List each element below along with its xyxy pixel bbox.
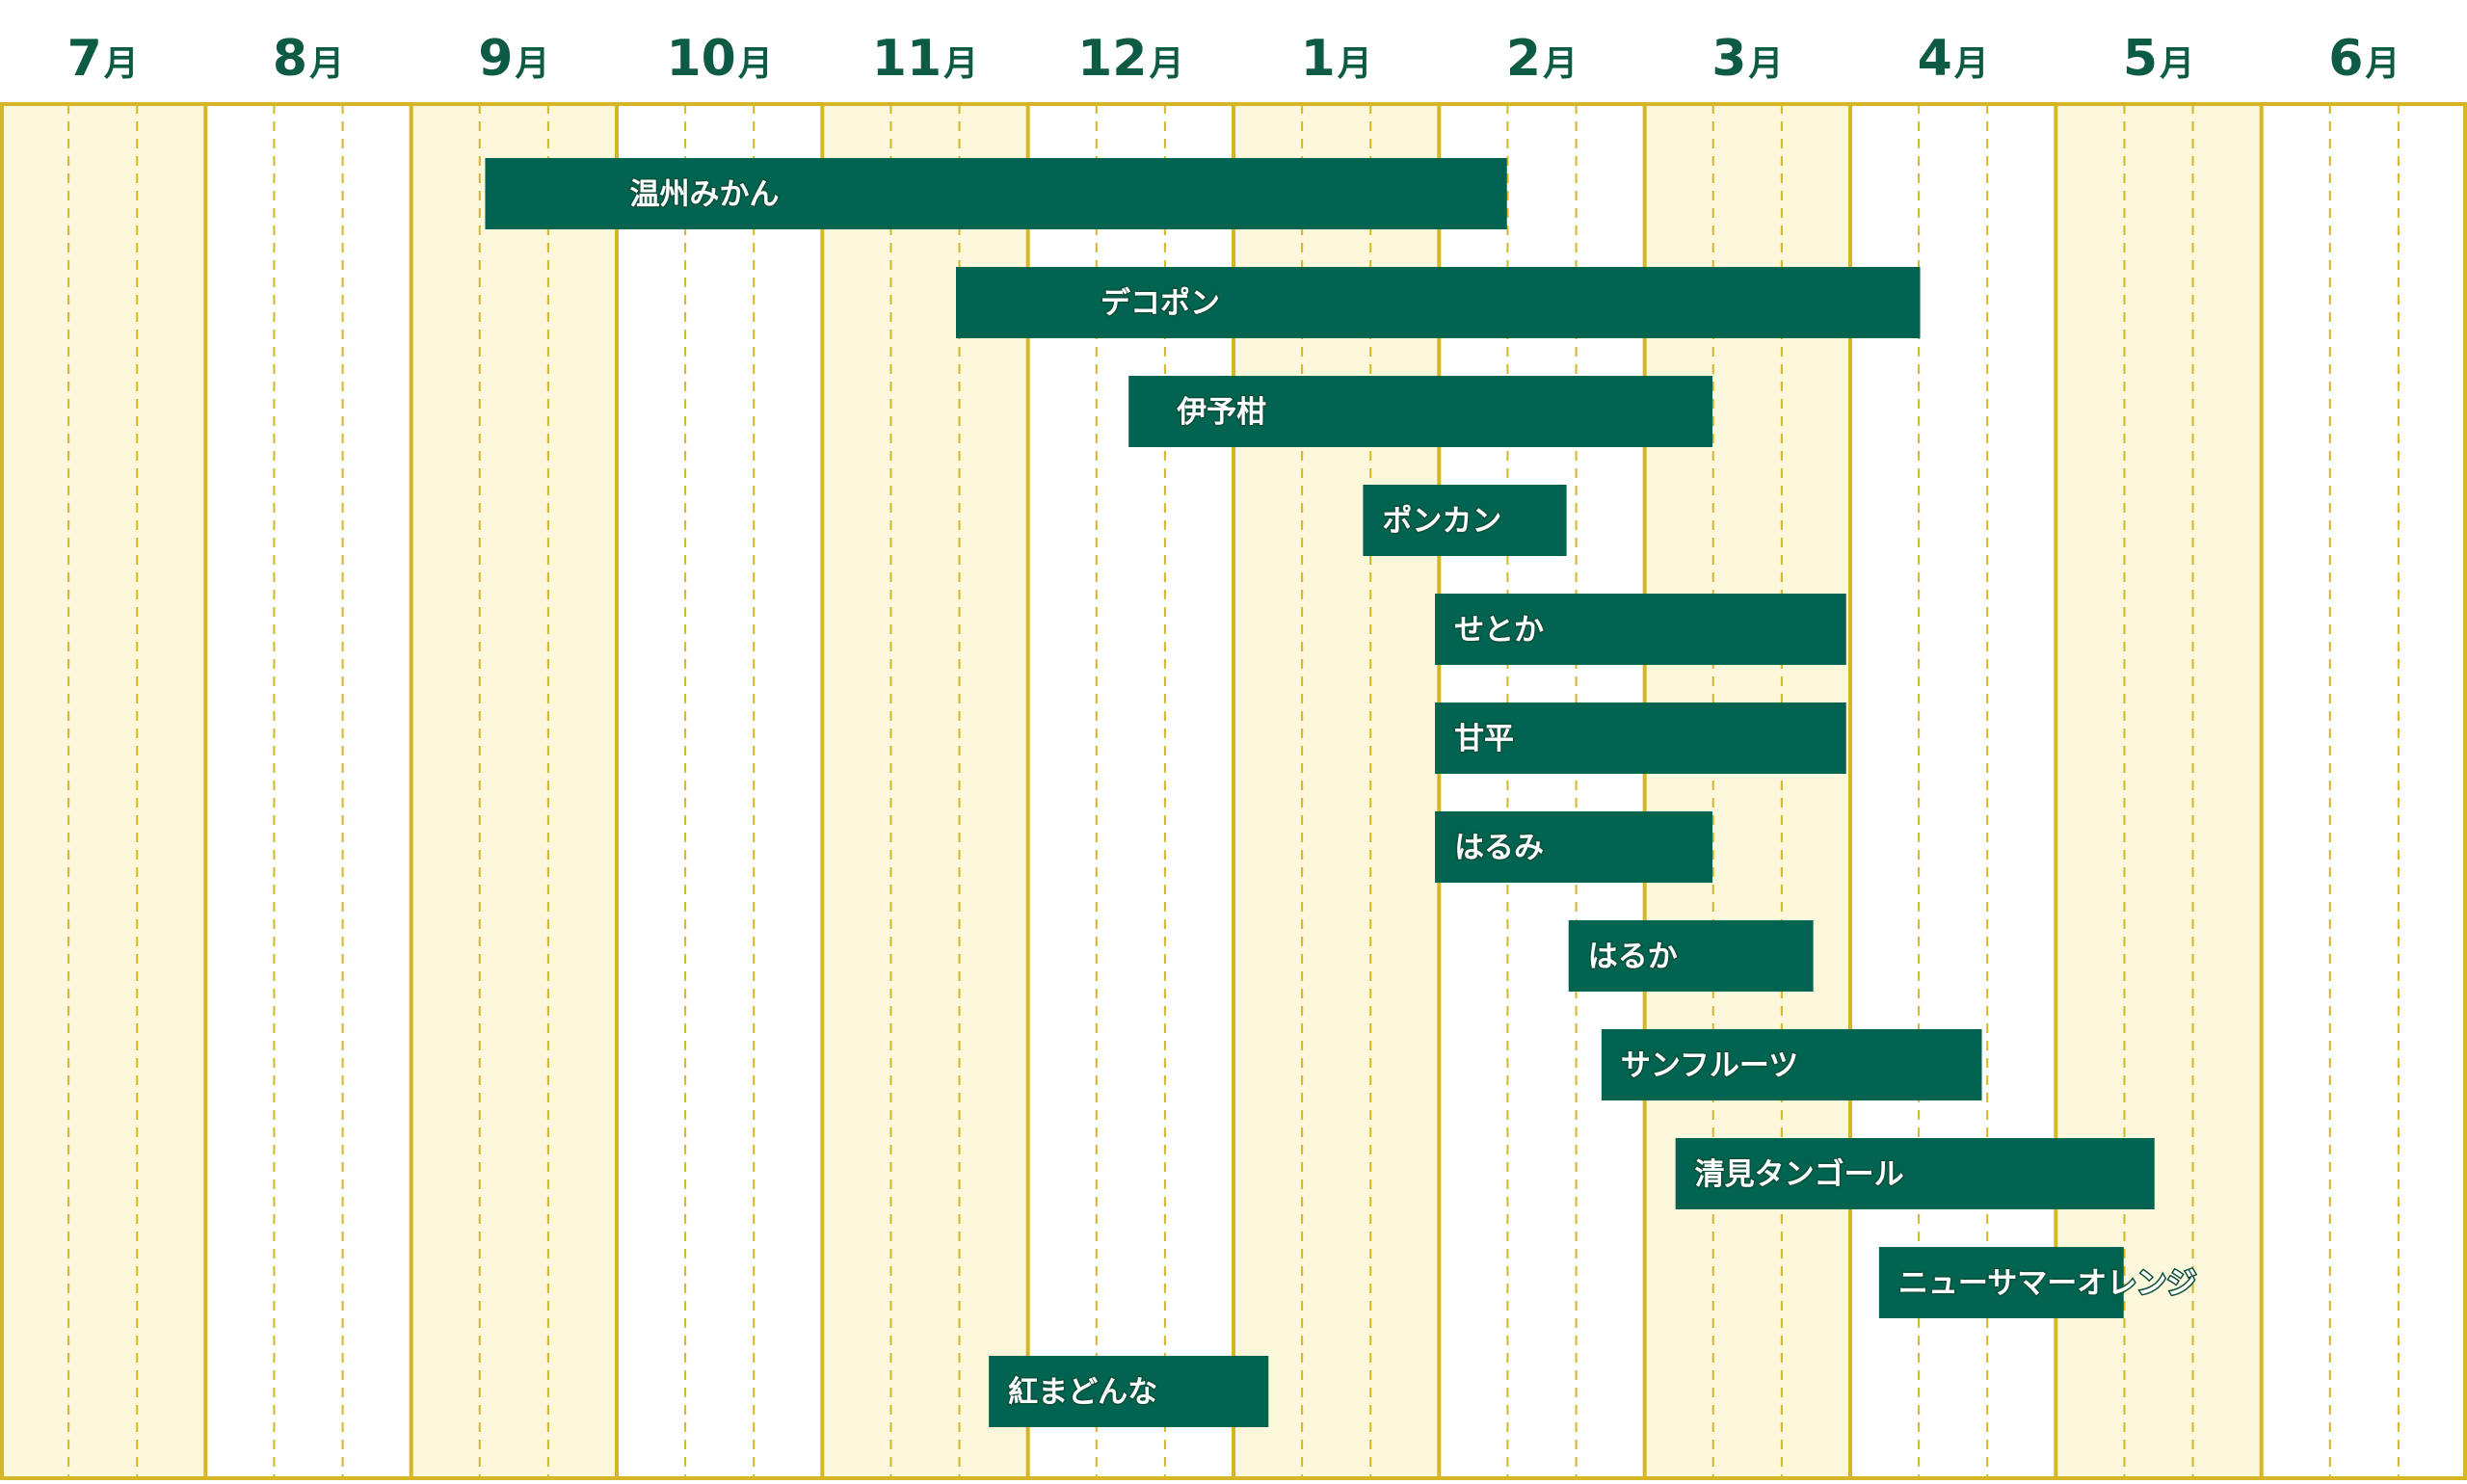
bars: 温州みかんデコポン伊予柑ポンカンせとか甘平はるみはるかサンフルーツ清見タンゴール… xyxy=(485,158,2198,1427)
month-label-unit: 月 xyxy=(943,44,978,84)
month-label-number: 8 xyxy=(273,30,307,88)
month-label-number: 5 xyxy=(2123,30,2158,88)
bar-label-5: 甘平 xyxy=(1454,722,1514,756)
month-label-unit: 月 xyxy=(1954,44,1989,84)
month-label-unit: 月 xyxy=(515,44,549,84)
bar-row-1: デコポン xyxy=(956,267,1921,338)
bar-label-4: せとか xyxy=(1454,613,1544,648)
bar-10 xyxy=(1878,1247,2124,1318)
month-label-number: 9 xyxy=(478,30,513,88)
month-label-number: 10 xyxy=(666,30,735,88)
bar-row-11: 紅まどんな xyxy=(989,1356,1269,1427)
month-label-2: 2月 xyxy=(1506,30,1578,88)
month-label-7: 7月 xyxy=(67,30,139,88)
month-label-12: 12月 xyxy=(1077,30,1183,88)
bar-row-6: はるみ xyxy=(1435,811,1713,883)
bar-label-9: 清見タンゴール xyxy=(1695,1157,1904,1192)
month-label-8: 8月 xyxy=(273,30,344,88)
bar-label-0: 温州みかん xyxy=(629,177,779,212)
month-label-5: 5月 xyxy=(2123,30,2194,88)
month-band-7 xyxy=(0,104,206,1478)
bar-4 xyxy=(1435,594,1846,665)
month-label-unit: 月 xyxy=(738,44,773,84)
month-label-unit: 月 xyxy=(1748,44,1783,84)
bar-label-3: ポンカン xyxy=(1382,504,1501,539)
month-band-10 xyxy=(617,104,823,1478)
month-label-11: 11月 xyxy=(872,30,978,88)
bar-9 xyxy=(1675,1138,2155,1209)
month-label-number: 11 xyxy=(872,30,942,88)
month-label-unit: 月 xyxy=(2160,44,2194,84)
month-label-number: 4 xyxy=(1918,30,1952,88)
month-label-4: 4月 xyxy=(1918,30,1989,88)
bar-row-10: ニューサマーオレンジ xyxy=(1878,1247,2198,1318)
bar-1 xyxy=(956,267,1921,338)
month-label-unit: 月 xyxy=(1543,44,1578,84)
month-label-3: 3月 xyxy=(1711,30,1783,88)
month-label-unit: 月 xyxy=(2365,44,2400,84)
bar-7 xyxy=(1568,920,1814,992)
month-band-6 xyxy=(2261,104,2467,1478)
bar-row-2: 伊予柑 xyxy=(1128,376,1713,447)
bar-label-2: 伊予柑 xyxy=(1176,395,1266,430)
month-label-number: 3 xyxy=(1711,30,1746,88)
month-label-number: 6 xyxy=(2328,30,2363,88)
month-label-number: 1 xyxy=(1301,30,1336,88)
bar-11 xyxy=(989,1356,1269,1427)
bar-row-4: せとか xyxy=(1435,594,1846,665)
bar-row-8: サンフルーツ xyxy=(1601,1029,1982,1100)
month-label-1: 1月 xyxy=(1301,30,1372,88)
bar-label-10: ニューサマーオレンジ xyxy=(1898,1266,2196,1301)
bar-3 xyxy=(1363,485,1567,556)
month-band-8 xyxy=(205,104,411,1478)
bar-label-11: 紅まどんな xyxy=(1008,1375,1157,1410)
bar-row-5: 甘平 xyxy=(1435,702,1846,774)
month-label-unit: 月 xyxy=(1150,44,1184,84)
month-label-number: 12 xyxy=(1077,30,1147,88)
month-label-unit: 月 xyxy=(309,44,344,84)
bar-row-3: ポンカン xyxy=(1363,485,1567,556)
bar-label-8: サンフルーツ xyxy=(1621,1048,1798,1083)
month-label-9: 9月 xyxy=(478,30,549,88)
bar-5 xyxy=(1435,702,1846,774)
bar-row-7: はるか xyxy=(1568,920,1814,992)
bar-6 xyxy=(1435,811,1713,883)
month-label-unit: 月 xyxy=(104,44,139,84)
bar-row-0: 温州みかん xyxy=(485,158,1507,229)
month-labels: 7月 8月 9月 10月 11月 12月 1月 2月 3月 4月 5月 6月 xyxy=(67,30,2401,88)
bar-2 xyxy=(1128,376,1713,447)
bar-0 xyxy=(485,158,1507,229)
bar-8 xyxy=(1601,1029,1982,1100)
month-label-unit: 月 xyxy=(1338,44,1372,84)
bar-label-1: デコポン xyxy=(1101,286,1220,321)
bar-label-7: はるか xyxy=(1588,940,1678,974)
bar-label-6: はるみ xyxy=(1454,831,1544,865)
month-label-6: 6月 xyxy=(2328,30,2400,88)
month-label-number: 7 xyxy=(67,30,102,88)
bar-row-9: 清見タンゴール xyxy=(1675,1138,2155,1209)
month-band-9 xyxy=(411,104,617,1478)
month-label-10: 10月 xyxy=(666,30,772,88)
month-label-number: 2 xyxy=(1506,30,1541,88)
